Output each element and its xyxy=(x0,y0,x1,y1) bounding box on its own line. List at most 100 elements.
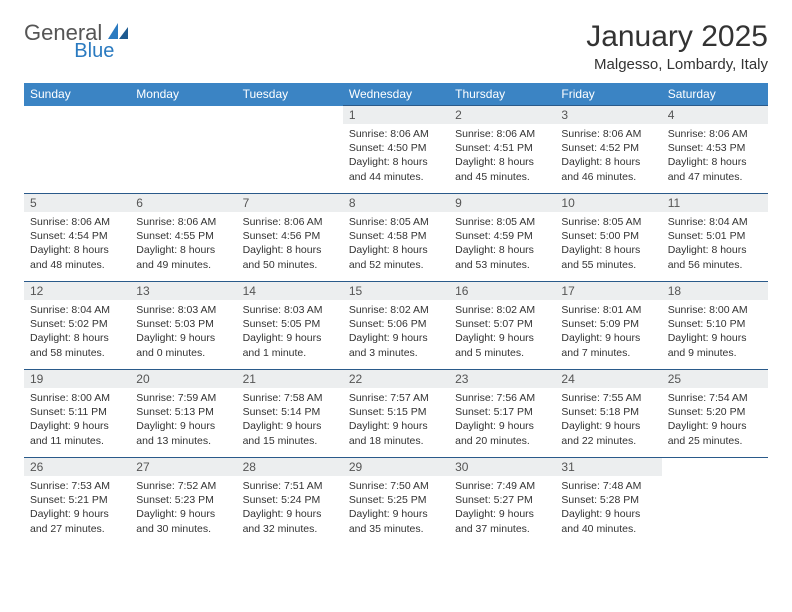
month-title: January 2025 xyxy=(586,20,768,54)
day-details: Sunrise: 7:57 AMSunset: 5:15 PMDaylight:… xyxy=(343,388,449,450)
sunrise-line: Sunrise: 8:06 AM xyxy=(668,127,762,141)
day-number: 31 xyxy=(555,458,661,476)
day-number: 28 xyxy=(237,458,343,476)
calendar-day-cell: 9Sunrise: 8:05 AMSunset: 4:59 PMDaylight… xyxy=(449,194,555,282)
day-number: 12 xyxy=(24,282,130,300)
title-block: January 2025 Malgesso, Lombardy, Italy xyxy=(586,20,768,73)
daylight-line: Daylight: 8 hours and 53 minutes. xyxy=(455,243,549,271)
calendar-day-cell: 11Sunrise: 8:04 AMSunset: 5:01 PMDayligh… xyxy=(662,194,768,282)
sunset-line: Sunset: 4:54 PM xyxy=(30,229,124,243)
sunrise-line: Sunrise: 8:06 AM xyxy=(136,215,230,229)
calendar-day-cell: 15Sunrise: 8:02 AMSunset: 5:06 PMDayligh… xyxy=(343,282,449,370)
day-details: Sunrise: 7:51 AMSunset: 5:24 PMDaylight:… xyxy=(237,476,343,538)
daylight-line: Daylight: 9 hours and 27 minutes. xyxy=(30,507,124,535)
sunset-line: Sunset: 5:14 PM xyxy=(243,405,337,419)
calendar-body: 1Sunrise: 8:06 AMSunset: 4:50 PMDaylight… xyxy=(24,106,768,546)
daylight-line: Daylight: 9 hours and 5 minutes. xyxy=(455,331,549,359)
sunrise-line: Sunrise: 8:02 AM xyxy=(349,303,443,317)
weekday-header: Monday xyxy=(130,83,236,106)
day-number: 30 xyxy=(449,458,555,476)
day-details: Sunrise: 7:48 AMSunset: 5:28 PMDaylight:… xyxy=(555,476,661,538)
daylight-line: Daylight: 9 hours and 37 minutes. xyxy=(455,507,549,535)
day-number: 2 xyxy=(449,106,555,124)
sunrise-line: Sunrise: 8:06 AM xyxy=(243,215,337,229)
calendar-day-cell: 13Sunrise: 8:03 AMSunset: 5:03 PMDayligh… xyxy=(130,282,236,370)
day-number: 24 xyxy=(555,370,661,388)
daylight-line: Daylight: 8 hours and 50 minutes. xyxy=(243,243,337,271)
day-number: 27 xyxy=(130,458,236,476)
calendar-day-cell: 10Sunrise: 8:05 AMSunset: 5:00 PMDayligh… xyxy=(555,194,661,282)
calendar-day-cell: 4Sunrise: 8:06 AMSunset: 4:53 PMDaylight… xyxy=(662,106,768,194)
daylight-line: Daylight: 8 hours and 55 minutes. xyxy=(561,243,655,271)
calendar-day-cell: 30Sunrise: 7:49 AMSunset: 5:27 PMDayligh… xyxy=(449,458,555,546)
calendar-day-cell: 29Sunrise: 7:50 AMSunset: 5:25 PMDayligh… xyxy=(343,458,449,546)
header: General Blue January 2025 Malgesso, Lomb… xyxy=(24,20,768,73)
day-details: Sunrise: 8:06 AMSunset: 4:54 PMDaylight:… xyxy=(24,212,130,274)
daylight-line: Daylight: 9 hours and 3 minutes. xyxy=(349,331,443,359)
calendar-day-cell: 12Sunrise: 8:04 AMSunset: 5:02 PMDayligh… xyxy=(24,282,130,370)
day-details: Sunrise: 8:03 AMSunset: 5:03 PMDaylight:… xyxy=(130,300,236,362)
calendar-day-cell: 17Sunrise: 8:01 AMSunset: 5:09 PMDayligh… xyxy=(555,282,661,370)
sunrise-line: Sunrise: 7:55 AM xyxy=(561,391,655,405)
day-details: Sunrise: 8:01 AMSunset: 5:09 PMDaylight:… xyxy=(555,300,661,362)
sunset-line: Sunset: 4:58 PM xyxy=(349,229,443,243)
day-details: Sunrise: 7:54 AMSunset: 5:20 PMDaylight:… xyxy=(662,388,768,450)
sunrise-line: Sunrise: 8:00 AM xyxy=(668,303,762,317)
day-number: 21 xyxy=(237,370,343,388)
sunrise-line: Sunrise: 8:02 AM xyxy=(455,303,549,317)
day-details: Sunrise: 8:05 AMSunset: 4:58 PMDaylight:… xyxy=(343,212,449,274)
calendar-day-cell: 21Sunrise: 7:58 AMSunset: 5:14 PMDayligh… xyxy=(237,370,343,458)
sunset-line: Sunset: 5:27 PM xyxy=(455,493,549,507)
day-number: 10 xyxy=(555,194,661,212)
sunset-line: Sunset: 5:11 PM xyxy=(30,405,124,419)
sunrise-line: Sunrise: 8:05 AM xyxy=(349,215,443,229)
sunrise-line: Sunrise: 8:03 AM xyxy=(243,303,337,317)
calendar-day-cell: 14Sunrise: 8:03 AMSunset: 5:05 PMDayligh… xyxy=(237,282,343,370)
day-number: 20 xyxy=(130,370,236,388)
daylight-line: Daylight: 9 hours and 25 minutes. xyxy=(668,419,762,447)
calendar-day-cell: 25Sunrise: 7:54 AMSunset: 5:20 PMDayligh… xyxy=(662,370,768,458)
day-number: 25 xyxy=(662,370,768,388)
calendar-week-row: 26Sunrise: 7:53 AMSunset: 5:21 PMDayligh… xyxy=(24,458,768,546)
day-details: Sunrise: 7:55 AMSunset: 5:18 PMDaylight:… xyxy=(555,388,661,450)
sunrise-line: Sunrise: 8:06 AM xyxy=(349,127,443,141)
day-number: 26 xyxy=(24,458,130,476)
calendar-day-cell: 3Sunrise: 8:06 AMSunset: 4:52 PMDaylight… xyxy=(555,106,661,194)
sunset-line: Sunset: 4:55 PM xyxy=(136,229,230,243)
day-details: Sunrise: 8:06 AMSunset: 4:50 PMDaylight:… xyxy=(343,124,449,186)
day-details: Sunrise: 8:00 AMSunset: 5:11 PMDaylight:… xyxy=(24,388,130,450)
calendar-day-cell: 1Sunrise: 8:06 AMSunset: 4:50 PMDaylight… xyxy=(343,106,449,194)
daylight-line: Daylight: 9 hours and 18 minutes. xyxy=(349,419,443,447)
sunset-line: Sunset: 5:03 PM xyxy=(136,317,230,331)
daylight-line: Daylight: 8 hours and 45 minutes. xyxy=(455,155,549,183)
day-number: 29 xyxy=(343,458,449,476)
calendar-day-cell: 7Sunrise: 8:06 AMSunset: 4:56 PMDaylight… xyxy=(237,194,343,282)
daylight-line: Daylight: 9 hours and 30 minutes. xyxy=(136,507,230,535)
weekday-header: Sunday xyxy=(24,83,130,106)
sunrise-line: Sunrise: 7:57 AM xyxy=(349,391,443,405)
daylight-line: Daylight: 8 hours and 46 minutes. xyxy=(561,155,655,183)
location: Malgesso, Lombardy, Italy xyxy=(586,56,768,73)
calendar-day-cell: 27Sunrise: 7:52 AMSunset: 5:23 PMDayligh… xyxy=(130,458,236,546)
day-number: 14 xyxy=(237,282,343,300)
day-number: 23 xyxy=(449,370,555,388)
weekday-header: Wednesday xyxy=(343,83,449,106)
daylight-line: Daylight: 8 hours and 58 minutes. xyxy=(30,331,124,359)
day-details: Sunrise: 8:04 AMSunset: 5:02 PMDaylight:… xyxy=(24,300,130,362)
daylight-line: Daylight: 8 hours and 44 minutes. xyxy=(349,155,443,183)
sunset-line: Sunset: 5:05 PM xyxy=(243,317,337,331)
sunrise-line: Sunrise: 7:53 AM xyxy=(30,479,124,493)
day-number: 6 xyxy=(130,194,236,212)
daylight-line: Daylight: 8 hours and 47 minutes. xyxy=(668,155,762,183)
daylight-line: Daylight: 9 hours and 22 minutes. xyxy=(561,419,655,447)
day-number: 3 xyxy=(555,106,661,124)
sunset-line: Sunset: 5:24 PM xyxy=(243,493,337,507)
daylight-line: Daylight: 9 hours and 40 minutes. xyxy=(561,507,655,535)
day-details: Sunrise: 8:05 AMSunset: 5:00 PMDaylight:… xyxy=(555,212,661,274)
daylight-line: Daylight: 9 hours and 9 minutes. xyxy=(668,331,762,359)
day-number: 16 xyxy=(449,282,555,300)
daylight-line: Daylight: 9 hours and 15 minutes. xyxy=(243,419,337,447)
day-details: Sunrise: 8:06 AMSunset: 4:51 PMDaylight:… xyxy=(449,124,555,186)
day-number: 19 xyxy=(24,370,130,388)
calendar-empty-cell xyxy=(662,458,768,546)
